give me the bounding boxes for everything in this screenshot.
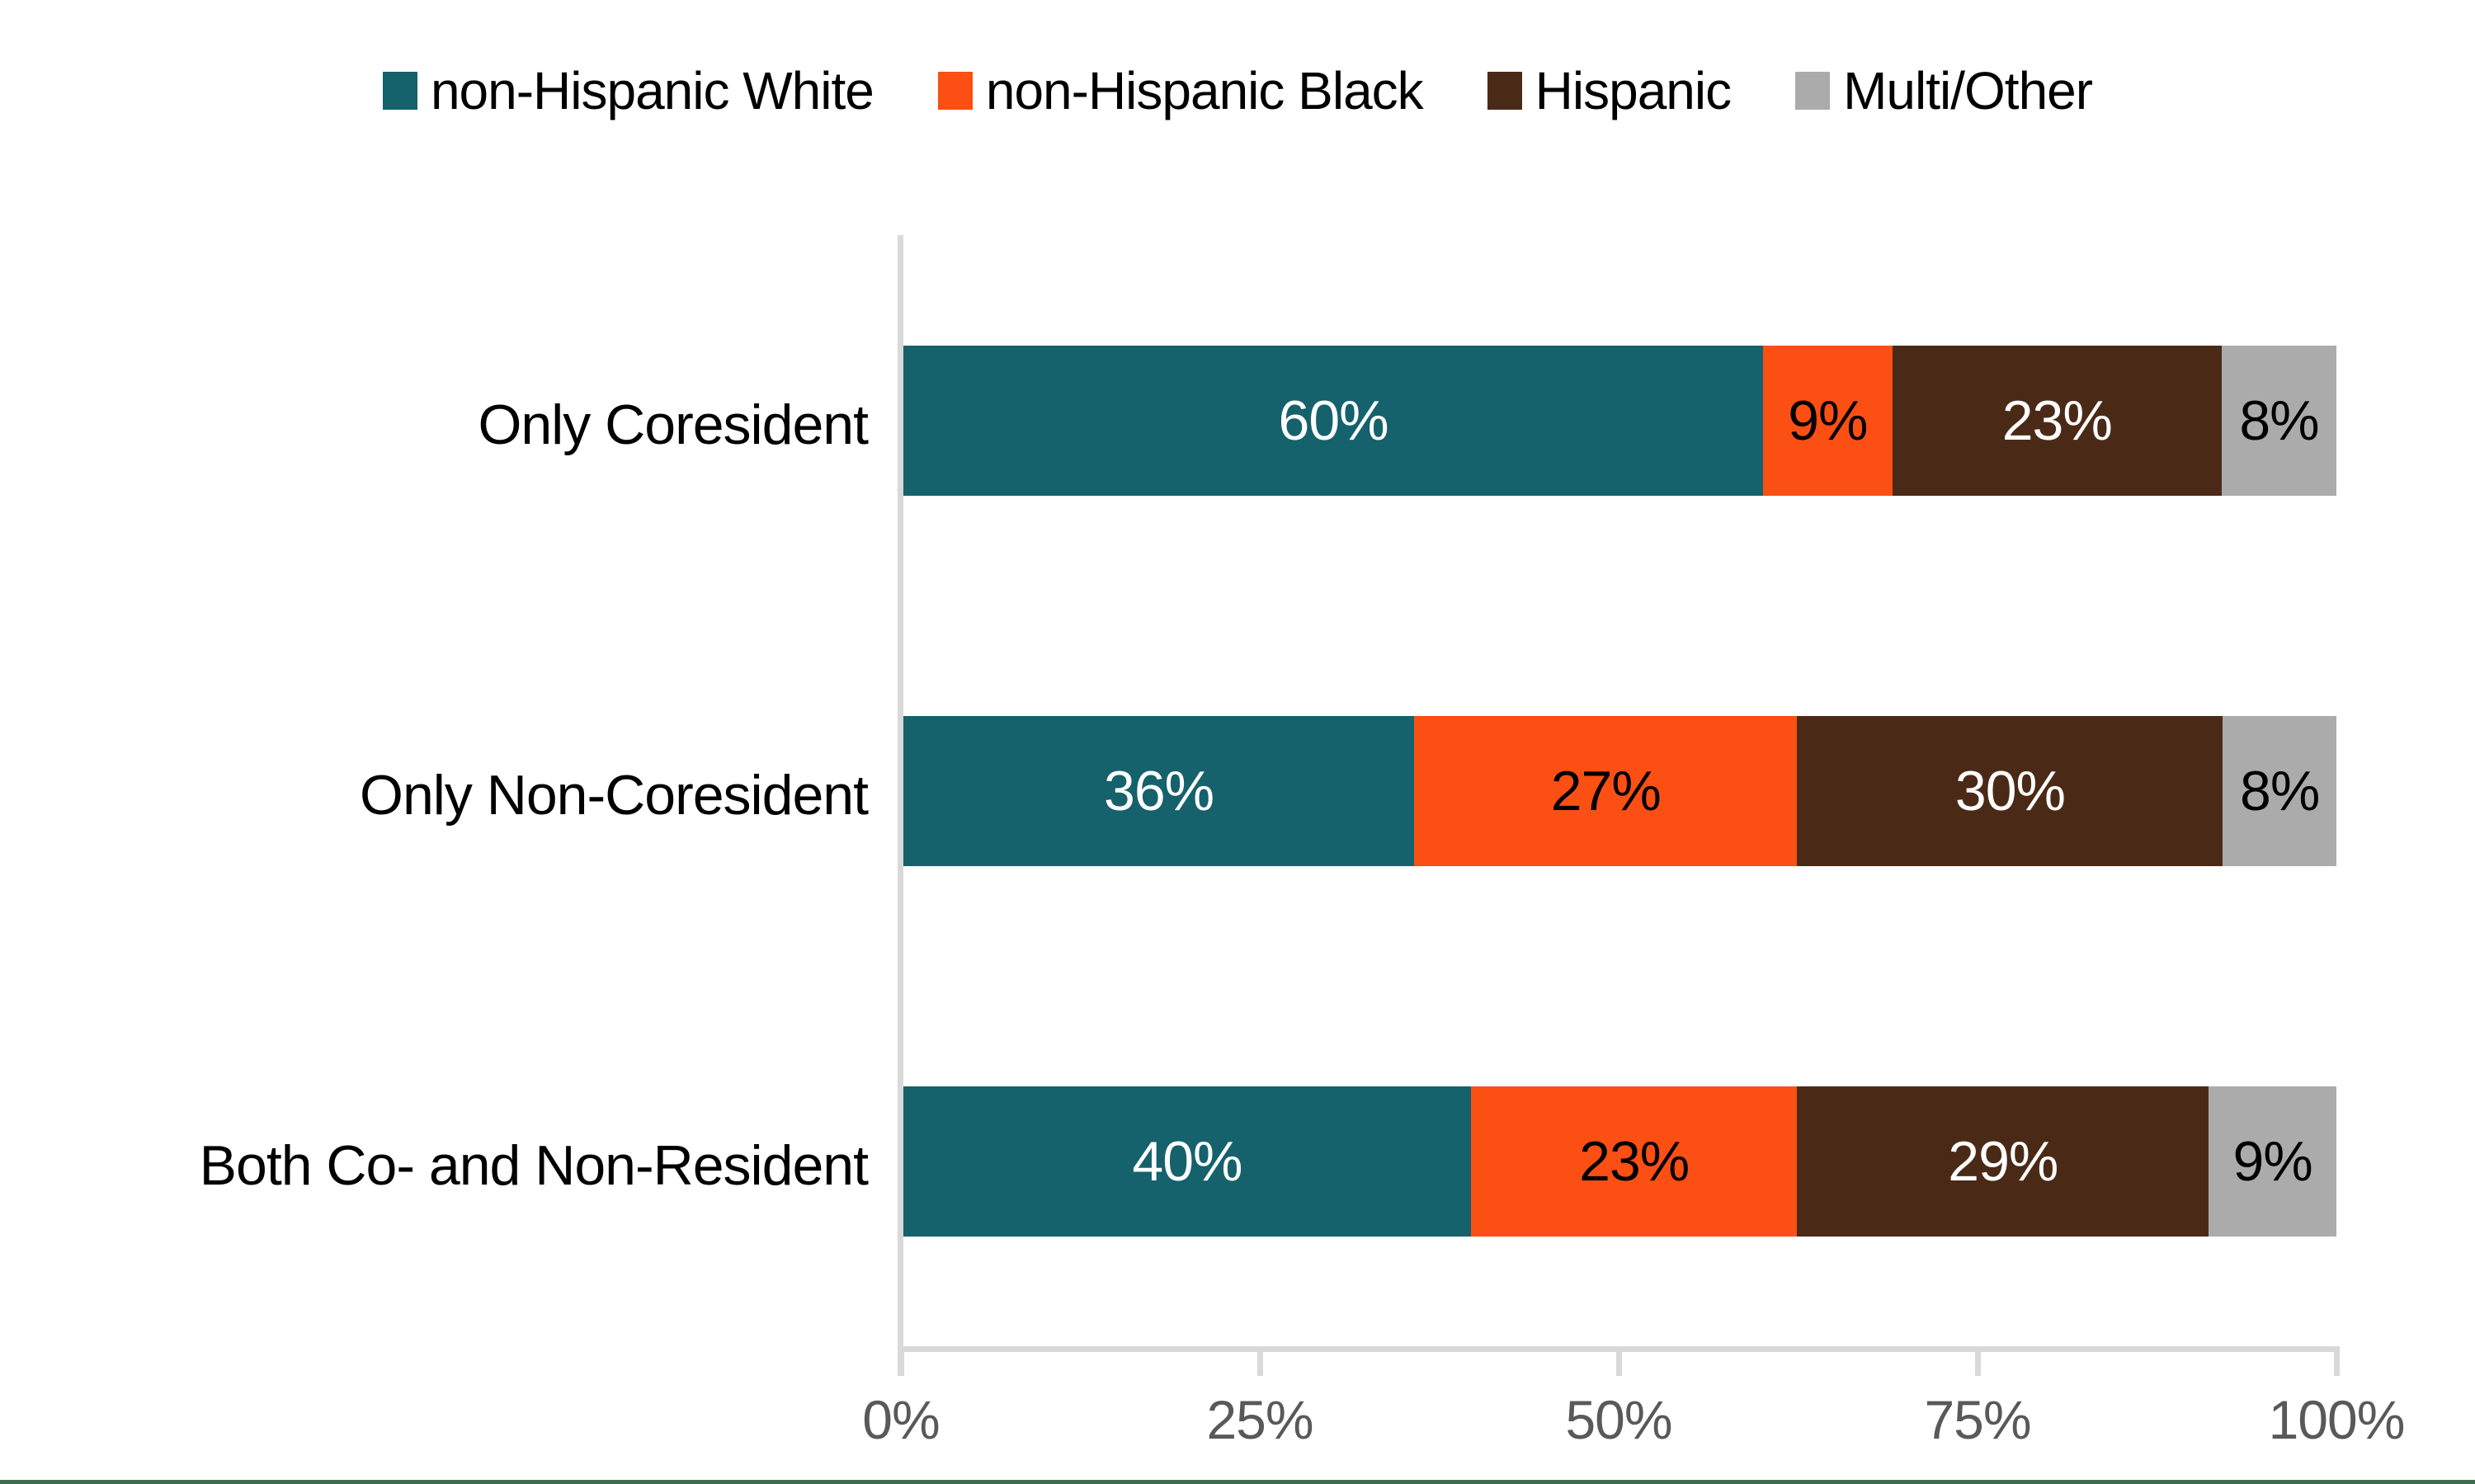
bar-segment-value-label: 9% [2232, 1129, 2312, 1193]
bar-row: 40% 23% 29% 9% [903, 1086, 2336, 1237]
bar-segment-value-label: 30% [1954, 759, 2066, 822]
bar-segment-value-label: 9% [1788, 389, 1868, 452]
x-axis-tick-label: 100% [2268, 1389, 2406, 1450]
legend-swatch-icon [1795, 72, 1831, 110]
legend-item: non-Hispanic White [382, 61, 874, 120]
legend-label: Multi/Other [1843, 61, 2093, 120]
bottom-rule [0, 1480, 2475, 1484]
chart-legend: non-Hispanic White non-Hispanic Black Hisp… [0, 64, 2475, 117]
bar-segment: 23% [1470, 1086, 1798, 1237]
bar-row: 36% 27% 30% 8% [903, 715, 2336, 866]
bar-segment-value-label: 8% [2239, 389, 2319, 452]
legend-item: non-Hispanic Black [937, 61, 1424, 120]
legend-swatch-icon [382, 72, 417, 110]
bar-segment: 23% [1892, 345, 2223, 496]
x-axis-tick-label: 50% [1565, 1389, 1672, 1450]
legend-item: Multi/Other [1795, 61, 2093, 120]
bar-segment: 60% [903, 345, 1764, 496]
x-axis-line [898, 1346, 2340, 1352]
legend-label: non-Hispanic White [430, 61, 874, 120]
x-axis-tick-label: 75% [1924, 1389, 2031, 1450]
bar-segment-value-label: 29% [1948, 1129, 2058, 1193]
bar-segment: 8% [2222, 345, 2336, 496]
bar-segment: 27% [1414, 715, 1798, 866]
bar-segment: 9% [1763, 345, 1893, 496]
x-axis-tick [898, 1352, 904, 1376]
legend-label: Hispanic [1534, 61, 1732, 120]
x-axis-tick [1257, 1352, 1263, 1376]
bar-row: 60% 9% 23% 8% [903, 345, 2336, 496]
bar-segment: 40% [903, 1086, 1471, 1237]
legend-swatch-icon [1487, 72, 1522, 110]
x-axis-tick [1616, 1352, 1622, 1376]
bar-segment-value-label: 60% [1278, 389, 1389, 452]
bar-segment-value-label: 8% [2240, 759, 2320, 822]
bar-segment: 36% [903, 715, 1415, 866]
bar-segment-value-label: 23% [1579, 1129, 1690, 1193]
legend-swatch-icon [937, 72, 973, 110]
bar-segment-value-label: 27% [1550, 759, 1662, 822]
x-axis-tick [2334, 1352, 2340, 1376]
category-label: Only Non-Coresident [360, 763, 869, 827]
legend-label: non-Hispanic Black [985, 61, 1424, 120]
y-axis-line [898, 235, 903, 1376]
bar-segment-value-label: 23% [2001, 389, 2113, 452]
category-label: Only Coresident [478, 393, 869, 456]
bar-segment: 8% [2223, 715, 2336, 866]
bar-segment: 9% [2209, 1086, 2336, 1237]
category-label: Both Co- and Non-Resident [199, 1133, 869, 1197]
bar-segment: 30% [1797, 715, 2223, 866]
legend-item: Hispanic [1487, 61, 1732, 120]
bar-segment-value-label: 40% [1132, 1129, 1242, 1193]
x-axis-tick [1975, 1352, 1981, 1376]
bar-segment-value-label: 36% [1104, 759, 1214, 822]
x-axis-tick-label: 25% [1206, 1389, 1313, 1450]
x-axis-tick-label: 0% [862, 1389, 940, 1450]
bar-segment: 29% [1797, 1086, 2209, 1237]
